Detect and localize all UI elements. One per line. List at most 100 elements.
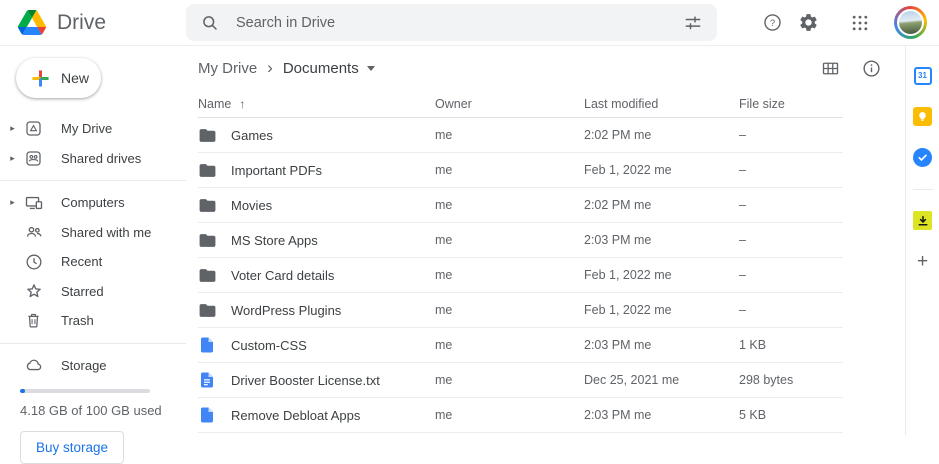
file-modified: 2:02 PM me	[584, 128, 652, 142]
file-text-icon	[198, 371, 217, 390]
expand-arrow-icon[interactable]: ▸	[10, 197, 15, 208]
sidebar-item-label: My Drive	[61, 121, 113, 137]
sidebar-item-storage[interactable]: ▸ Storage	[0, 351, 186, 381]
shared-drives-icon	[24, 148, 44, 168]
table-row[interactable]: Voter Card details me Feb 1, 2022 me –	[198, 258, 843, 293]
sidebar-section-main: ▸ Computers ▸ Shared with me ▸ Recent	[0, 188, 186, 336]
breadcrumb-current-folder[interactable]: Documents	[282, 59, 359, 77]
new-button-label: New	[61, 70, 90, 86]
my-drive-icon	[24, 119, 44, 139]
search-options-icon[interactable]	[681, 11, 705, 35]
new-plus-icon	[32, 69, 49, 87]
folder-icon	[198, 161, 217, 180]
rail-divider	[912, 189, 933, 190]
file-owner: me	[435, 408, 453, 422]
shared-with-me-icon	[24, 222, 44, 242]
calendar-icon: 31	[913, 66, 932, 85]
svg-text:?: ?	[769, 18, 774, 28]
table-row[interactable]: Movies me 2:02 PM me –	[198, 188, 843, 223]
storage-usage-text: 4.18 GB of 100 GB used	[20, 403, 162, 418]
file-name: Games	[231, 127, 273, 143]
sidebar-item[interactable]: ▸ Recent	[0, 247, 186, 277]
sidebar-item[interactable]: ▸ Shared drives	[0, 144, 186, 174]
sidebar-item-label: Shared with me	[61, 224, 152, 240]
grid-view-icon[interactable]	[818, 56, 842, 80]
settings-gear-icon[interactable]	[796, 11, 820, 35]
table-row[interactable]: WordPress Plugins me Feb 1, 2022 me –	[198, 293, 843, 328]
file-modified: Feb 1, 2022 me	[584, 268, 672, 282]
file-size: –	[739, 198, 746, 212]
breadcrumb-my-drive[interactable]: My Drive	[198, 59, 258, 77]
sidebar-item-label: Computers	[61, 195, 125, 211]
keep-icon	[913, 107, 932, 126]
help-icon[interactable]: ?	[760, 11, 784, 35]
file-name: WordPress Plugins	[231, 302, 342, 318]
sidebar-item[interactable]: ▸ My Drive	[0, 114, 186, 144]
search-input[interactable]	[234, 13, 681, 32]
file-size: –	[739, 233, 746, 247]
file-modified: 2:03 PM me	[584, 338, 652, 352]
breadcrumb-separator-icon: ›	[267, 58, 273, 77]
tasks-app-button[interactable]	[906, 137, 939, 178]
buy-storage-button[interactable]: Buy storage	[20, 431, 125, 464]
column-header-owner[interactable]: Owner	[435, 96, 472, 111]
account-avatar[interactable]	[894, 6, 927, 39]
file-owner: me	[435, 303, 453, 317]
info-icon[interactable]	[859, 56, 883, 80]
keep-app-button[interactable]	[906, 96, 939, 137]
google-apps-grid-icon[interactable]	[848, 11, 872, 35]
sidebar-section-drives: ▸ My Drive ▸ Shared drives	[0, 114, 186, 173]
search-bar[interactable]	[186, 4, 717, 41]
table-header-row: Name ↑ Owner Last modified File size	[198, 90, 843, 118]
sidebar-item-label: Trash	[61, 313, 94, 329]
trash-icon	[24, 311, 44, 331]
table-row[interactable]: Custom-CSS me 2:03 PM me 1 KB	[198, 328, 843, 363]
file-icon	[198, 406, 217, 425]
header-actions: ?	[760, 6, 939, 39]
file-name: Custom-CSS	[231, 337, 307, 353]
new-button[interactable]: New	[16, 58, 101, 98]
avatar-photo	[897, 9, 924, 36]
expand-arrow-icon[interactable]: ▸	[10, 152, 15, 163]
calendar-app-button[interactable]: 31	[906, 55, 939, 96]
table-row[interactable]: MS Store Apps me 2:03 PM me –	[198, 223, 843, 258]
breadcrumb: My Drive › Documents	[186, 46, 905, 90]
add-panel-app-button[interactable]: +	[906, 241, 939, 282]
table-body: Games me 2:02 PM me – Important PDFs me …	[198, 118, 843, 433]
starred-icon	[24, 281, 44, 301]
file-modified: Dec 25, 2021 me	[584, 373, 680, 387]
sidebar-item[interactable]: ▸ Trash	[0, 306, 186, 336]
file-table: Name ↑ Owner Last modified File size Gam…	[198, 90, 843, 433]
file-name: MS Store Apps	[231, 232, 318, 248]
column-header-name[interactable]: Name ↑	[198, 97, 435, 111]
table-row[interactable]: Driver Booster License.txt me Dec 25, 20…	[198, 363, 843, 398]
search-icon[interactable]	[198, 11, 222, 35]
computers-icon	[24, 193, 44, 213]
file-size: –	[739, 303, 746, 317]
sidebar-divider	[0, 342, 186, 344]
file-owner: me	[435, 198, 453, 212]
file-size: 1 KB	[739, 338, 767, 352]
file-owner: me	[435, 163, 453, 177]
sidebar-item[interactable]: ▸ Starred	[0, 277, 186, 307]
expand-arrow-icon[interactable]: ▸	[10, 123, 15, 134]
download-icon	[913, 211, 932, 230]
download-manager-button[interactable]	[906, 200, 939, 241]
file-size: –	[739, 163, 746, 177]
drive-logo[interactable]: Drive	[0, 10, 186, 35]
file-name: Remove Debloat Apps	[231, 407, 361, 423]
table-row[interactable]: Important PDFs me Feb 1, 2022 me –	[198, 153, 843, 188]
sidebar-item[interactable]: ▸ Shared with me	[0, 218, 186, 248]
column-header-size[interactable]: File size	[739, 96, 785, 111]
sidebar-item-label: Starred	[61, 283, 104, 299]
plus-icon: +	[916, 251, 929, 272]
table-row[interactable]: Remove Debloat Apps me 2:03 PM me 5 KB	[198, 398, 843, 433]
folder-icon	[198, 196, 217, 215]
folder-icon	[198, 301, 217, 320]
sort-ascending-icon[interactable]: ↑	[239, 96, 246, 111]
folder-menu-caret-icon[interactable]	[366, 65, 375, 71]
file-modified: Feb 1, 2022 me	[584, 303, 672, 317]
sidebar-item[interactable]: ▸ Computers	[0, 188, 186, 218]
table-row[interactable]: Games me 2:02 PM me –	[198, 118, 843, 153]
column-header-modified[interactable]: Last modified	[584, 96, 659, 111]
